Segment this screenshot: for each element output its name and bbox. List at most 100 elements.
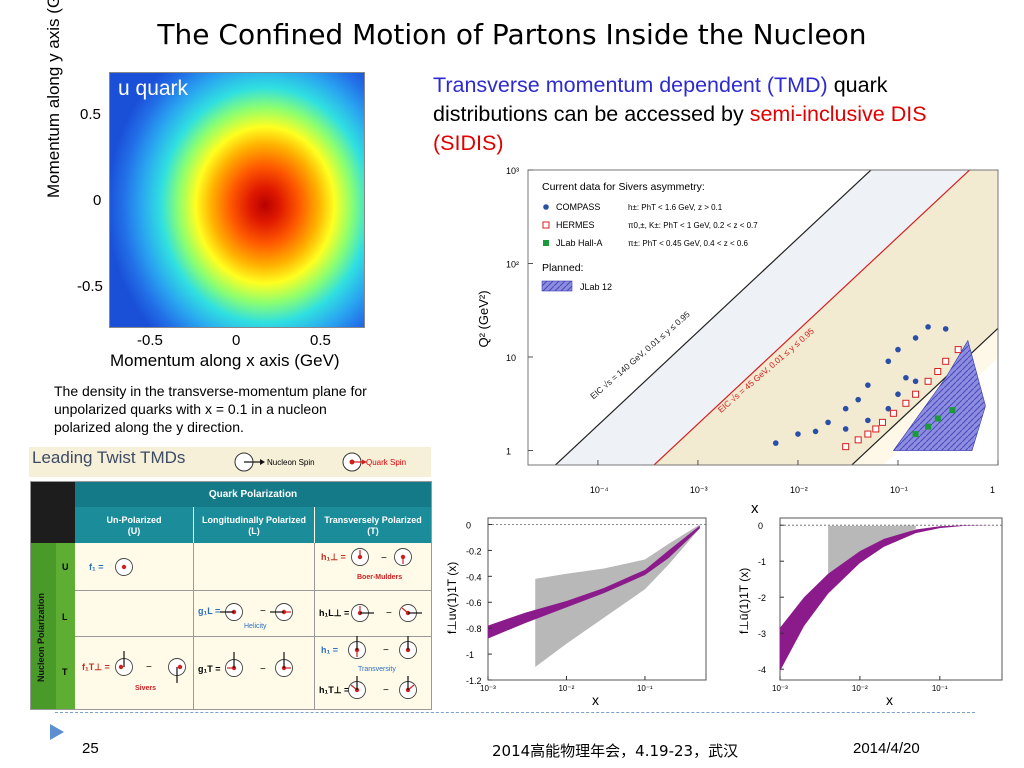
plot-area [554, 170, 998, 465]
y-axis-label: Q² (GeV²) [476, 290, 491, 347]
compass-point [855, 396, 861, 403]
compass-point [912, 335, 919, 341]
heatmap-xtick: 0.5 [310, 332, 331, 349]
slide-date: 2014/4/20 [853, 740, 920, 757]
planned-label: Planned: [542, 262, 583, 274]
nucleon-spin-legend: Nucleon Spin [267, 458, 315, 467]
sivers-ubar-chart: 0 -1 -2 -3 -4 10⁻³ 10⁻² 10⁻¹ x f⊥ū(1)1T (x) [737, 517, 1003, 708]
hermes-point [902, 399, 910, 407]
compass-point [895, 346, 901, 353]
y-tick-label: -0.8 [466, 624, 482, 634]
hermes-point [889, 409, 897, 417]
tmd-table: Quark Polarization Un-Polarized (U) Long… [30, 481, 432, 710]
y-tick-label: 1 [506, 447, 511, 457]
spin-diagram-icons [115, 548, 422, 699]
y-tick-label: -0.4 [466, 572, 482, 582]
hermes-point [864, 430, 872, 438]
heatmap-ytick: 0 [93, 192, 102, 209]
jlab-point [934, 415, 941, 422]
nucleon-polarization-strip [31, 543, 56, 709]
purple-fit-band [780, 525, 996, 671]
col-transverse: Transversely Polarized (T) [315, 507, 431, 543]
x-tick-label: 10⁻³ [690, 485, 708, 495]
row-t: T [62, 667, 68, 677]
quark-polarization-header: Quark Polarization [75, 482, 431, 507]
chart1-frame [527, 169, 999, 466]
y-tick-label: -4 [758, 665, 766, 675]
jlab-point [912, 431, 919, 438]
legend-detail: π0,±, K±: PhT < 1 GeV, 0.2 < z < 0.7 [628, 221, 758, 230]
legend-marker [543, 240, 549, 246]
heatmap-ytick: 0.5 [80, 106, 101, 123]
heatmap-x-axis-label: Momentum along x axis (GeV) [110, 351, 340, 370]
compass-point [942, 326, 949, 332]
eic-45-lower-line [850, 327, 998, 465]
quark-spin-legend: Quark Spin [366, 458, 407, 467]
hermes-point [954, 346, 962, 354]
page-number: 25 [82, 740, 99, 757]
legend-detail: π±: PhT < 0.45 GeV, 0.4 < z < 0.6 [628, 239, 749, 248]
h1-label: h₁ = [321, 645, 338, 655]
compass-point [903, 374, 909, 381]
y-tick-label: -1.2 [466, 676, 482, 686]
y-axis-label: f⊥uv(1)1T (x) [445, 562, 459, 634]
eic-45-band [654, 170, 998, 465]
x-axis-label: x [592, 692, 599, 708]
conference-info: 2014高能物理年会，4.19-23，武汉 [492, 742, 739, 760]
hermes-point [842, 443, 850, 451]
hermes-point [934, 367, 942, 375]
compass-point [885, 405, 892, 412]
hermes-point [872, 425, 880, 433]
g1l-label: g₁L = [198, 606, 221, 616]
eic-140-band [555, 170, 998, 465]
y-tick-label: -0.2 [466, 546, 482, 556]
heatmap-label: u quark [118, 77, 189, 100]
leading-twist-title: Leading Twist TMDs [32, 448, 186, 467]
hermes-point [912, 390, 920, 398]
spin-legend [234, 452, 367, 472]
tmd-description: Transverse momentum dependent (TMD) quar… [433, 71, 993, 158]
x-tick-label: 10⁻¹ [890, 485, 908, 495]
heatmap-xtick: -0.5 [137, 332, 163, 349]
sivers-chart-x-label: x [751, 500, 759, 517]
col-unpolarized: Un-Polarized (U) [75, 507, 193, 543]
jlab12-region [892, 339, 986, 451]
compass-point [812, 428, 819, 435]
x-tick-label: 10⁻² [852, 684, 868, 693]
x-tick-label: 10⁻³ [772, 684, 788, 693]
y-tick-label: 10 [506, 353, 516, 363]
y-tick-label: 0 [466, 520, 471, 530]
row-l: L [62, 612, 68, 622]
legend-name: HERMES [556, 220, 595, 230]
compass-point [795, 431, 801, 437]
x-tick-label: 10⁻² [558, 684, 574, 693]
x-tick-label: 10⁻³ [480, 684, 496, 693]
jlab-point [949, 407, 956, 414]
h1l-label: h₁L⊥ = [319, 608, 350, 618]
x-tick-label: 10⁻⁴ [590, 485, 609, 495]
heatmap-y-axis-label: Momentum along y axis (GeV) [44, 0, 63, 198]
planned-marker [541, 280, 573, 292]
y-tick-label: -2 [758, 593, 766, 603]
y-axis-label: f⊥ū(1)1T (x) [737, 568, 751, 634]
x-axis-label: x [886, 692, 893, 708]
legend-title: Current data for Sivers asymmetry: [542, 181, 705, 193]
y-tick-label: -0.6 [466, 598, 482, 608]
compass-point [772, 440, 779, 446]
table-corner [31, 482, 75, 543]
planned-name: JLab 12 [580, 282, 612, 292]
footer-divider [55, 712, 975, 713]
y-tick-label: -1 [758, 557, 766, 567]
hermes-point [878, 418, 886, 426]
jlab-point [925, 423, 932, 430]
x-tick-label: 1 [990, 485, 995, 495]
compass-point [865, 417, 871, 424]
sivers-u-valence-chart: 0 -0.2 -0.4 -0.6 -0.8 -1 -1.210⁻³ 10⁻² 10⁻¹ x f⊥uv… [445, 517, 707, 708]
y-tick-label: 0 [758, 521, 763, 531]
h1t-label: h₁T⊥ = [319, 685, 350, 695]
compass-point [865, 382, 871, 388]
sidis-phrase: semi-inclusive DIS (SIDIS) [433, 102, 927, 155]
legend-marker [542, 221, 550, 229]
purple-fit-band [488, 525, 700, 639]
compass-point [912, 378, 919, 385]
